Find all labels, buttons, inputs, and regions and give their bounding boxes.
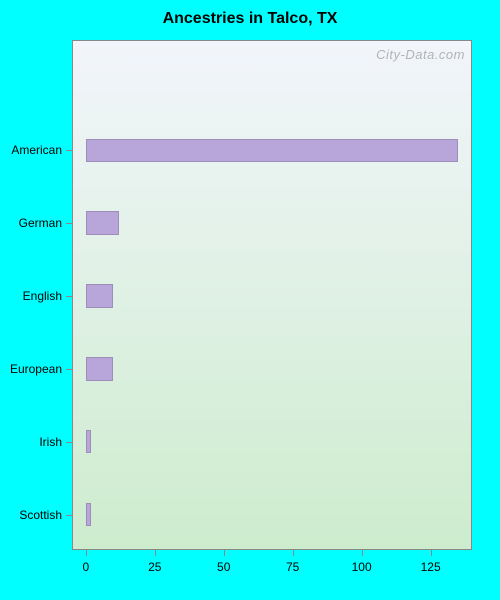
x-tick-label: 50 — [217, 550, 230, 574]
chart-title: Ancestries in Talco, TX — [0, 10, 500, 28]
x-axis-line — [72, 549, 471, 550]
x-tick-label: 0 — [82, 550, 89, 574]
x-tick-label: 75 — [286, 550, 299, 574]
x-tick-label: 125 — [421, 550, 441, 574]
bar — [86, 357, 114, 380]
watermark: City-Data.com — [376, 47, 465, 62]
y-tick-label: Scottish — [19, 508, 72, 522]
bar — [86, 503, 92, 526]
plot-area: City-Data.com 0255075100125AmericanGerma… — [72, 40, 472, 550]
x-tick-label: 25 — [148, 550, 161, 574]
y-tick-label: English — [23, 289, 72, 303]
bar — [86, 139, 458, 162]
bar — [86, 430, 92, 453]
y-tick-label: American — [11, 143, 72, 157]
y-tick-label: Irish — [39, 435, 72, 449]
bar — [86, 211, 119, 234]
y-tick-label: European — [10, 362, 72, 376]
x-tick-label: 100 — [352, 550, 372, 574]
y-tick-label: German — [19, 216, 72, 230]
y-axis-line — [72, 41, 73, 550]
bar — [86, 284, 114, 307]
chart-canvas: Ancestries in Talco, TX City-Data.com 02… — [0, 0, 500, 600]
